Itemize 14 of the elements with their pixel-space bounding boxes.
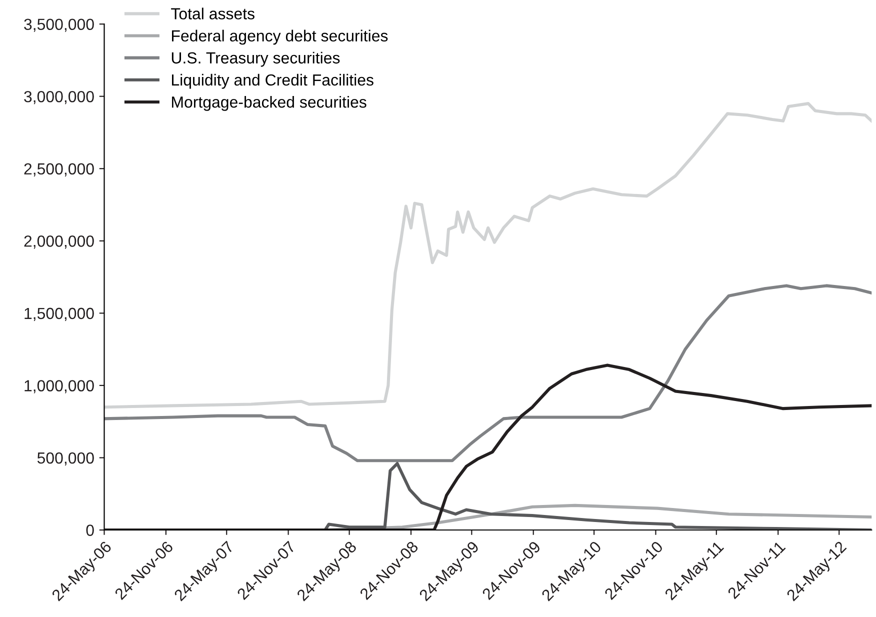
y-tick-label: 1,000,000 [24, 380, 94, 394]
y-tick-label: 3,000,000 [24, 90, 94, 104]
legend-label: Liquidity and Credit Facilities [172, 74, 374, 89]
y-tick-label: 3,500,000 [24, 18, 94, 32]
legend-label: Mortgage-backed securities [172, 96, 366, 111]
line-series [104, 284, 872, 462]
y-tick-label: 2,000,000 [24, 236, 94, 249]
legend-label: U.S. Treasury securities [172, 52, 340, 67]
y-tick-label: 0 [86, 524, 94, 536]
legend-label: Total assets [171, 8, 254, 20]
legend-label: Federal agency debt securities [172, 30, 388, 45]
y-tick-label: 1,500,000 [24, 308, 94, 322]
y-tick-label: 2,500,000 [24, 163, 94, 176]
y-tick-label: 500,000 [37, 452, 94, 466]
